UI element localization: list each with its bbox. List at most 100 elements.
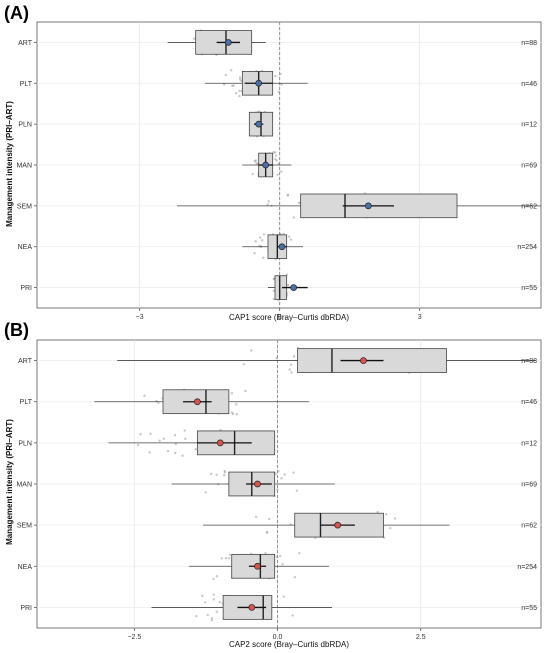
- panel-b-x-tick-label: 0.0: [273, 634, 283, 641]
- panel-b-sample-point: [222, 474, 226, 477]
- panel-a-sample-point: [267, 200, 270, 203]
- panel-b-sample-point: [204, 601, 207, 604]
- panel-a-sample-point: [253, 251, 256, 255]
- panel-b-box-plt: [94, 388, 310, 416]
- panel-b-sample-point: [212, 593, 215, 596]
- panel-b-sample-point: [195, 615, 198, 618]
- panel-a-category-label: MAN: [16, 163, 32, 170]
- panel-b-sample-point: [293, 575, 297, 579]
- panel-b-sample-point: [389, 527, 392, 530]
- panel-a-x-tick-label: −3: [136, 314, 144, 321]
- panel-a-sample-point: [254, 240, 257, 243]
- panel-b-sample-point: [148, 451, 151, 454]
- panel-a-box-sem: [177, 192, 541, 219]
- panel-b-label: (B): [4, 320, 29, 340]
- panel-a-sample-point: [238, 89, 241, 93]
- panel-b-mean-point: [334, 521, 342, 529]
- panel-b-sample-point: [291, 614, 294, 617]
- panel-b-sample-point: [204, 491, 207, 494]
- panel-b-category-label: PLN: [18, 440, 32, 447]
- panel-b-sample-point: [215, 575, 218, 578]
- panel-a-sample-point: [266, 203, 269, 206]
- panel-b-sample-point: [218, 600, 221, 604]
- panel-a-sample-point: [274, 154, 278, 157]
- panel-b-sample-point: [235, 413, 238, 416]
- panel-a-mean-point: [364, 202, 372, 210]
- panel-b-box-sem: [203, 510, 450, 540]
- panel-b-mean-point: [254, 562, 261, 570]
- panel-b-sample-point: [283, 473, 286, 476]
- panel-b-sample-point: [210, 616, 214, 620]
- panel-b-sample-point: [292, 471, 295, 474]
- panel-b-sample-point: [230, 392, 234, 395]
- panel-a-box-plt: [205, 69, 308, 98]
- panel-b-n-label: n=88: [521, 358, 537, 365]
- panel-b-mean-point: [360, 357, 367, 364]
- panel-b-box-nea: [188, 551, 330, 581]
- panel-b: (B) Management intensity (PRI–ART) CAP2 …: [4, 320, 542, 649]
- panel-b-n-label: n=12: [521, 440, 537, 447]
- panel-a-sample-point: [261, 239, 264, 242]
- panel-b-sample-point: [228, 557, 231, 560]
- panel-a-sample-point: [230, 69, 233, 72]
- panel-a-sample-point: [285, 273, 289, 276]
- panel-a-x-tick-label: 3: [418, 314, 422, 321]
- panel-b-sample-point: [393, 517, 397, 520]
- panel-a-sample-point: [258, 236, 262, 239]
- panel-b-n-label: n=254: [517, 564, 537, 571]
- panel-b-sample-point: [280, 477, 283, 480]
- panel-b-sample-point: [228, 553, 232, 557]
- panel-a-sample-point: [272, 289, 275, 292]
- panel-b-box-pln: [108, 428, 276, 457]
- panel-b-x-tick-label: −2.5: [127, 634, 141, 641]
- panel-b-sample-point: [220, 557, 223, 560]
- panel-a-sample-point: [289, 238, 293, 241]
- panel-b-sample-point: [201, 594, 204, 598]
- panel-a-n-label: n=88: [521, 40, 537, 47]
- panel-a-n-label: n=12: [521, 122, 537, 129]
- panel-b-n-label: n=46: [521, 399, 537, 406]
- panel-a-category-label: NEA: [18, 244, 33, 251]
- panel-a-label: (A): [4, 3, 29, 23]
- panel-b-sample-point: [281, 563, 284, 566]
- panel-b-mean-point: [248, 604, 256, 611]
- panel-b-sample-point: [276, 488, 279, 491]
- panel-b-sample-point: [212, 577, 215, 581]
- panel-b-sample-point: [264, 551, 267, 555]
- panel-a-category-label: PRI: [20, 285, 32, 292]
- panel-a-mean-point: [262, 161, 270, 169]
- panel-b-sample-point: [215, 473, 218, 476]
- panel-a-x-tick-label: 0: [278, 314, 282, 321]
- panel-a-box-man: [242, 151, 292, 178]
- panel-b-box-pri: [151, 593, 332, 622]
- panel-a-mean-point: [255, 120, 263, 128]
- panel-b-sample-point: [244, 389, 247, 393]
- panel-b-sample-point: [292, 355, 296, 358]
- panel-a-box-art: [167, 29, 266, 56]
- panel-b-sample-point: [173, 433, 177, 437]
- panel-a-box-nea: [242, 232, 303, 261]
- panel-b-sample-point: [210, 619, 213, 622]
- panel-b-sample-point: [231, 412, 235, 416]
- panel-b-mean-point: [254, 480, 261, 488]
- panel-b-x-tick-label: 2.5: [416, 634, 426, 641]
- panel-b-sample-point: [183, 429, 186, 432]
- panel-b-mean-point: [194, 398, 201, 406]
- panel-a-sample-point: [255, 162, 258, 165]
- panel-a-sample-point: [279, 72, 282, 76]
- panel-a-y-axis-title: Management intensity (PRI–ART): [5, 101, 14, 227]
- panel-a-sample-point: [277, 90, 280, 94]
- panel-b-sample-point: [215, 610, 219, 613]
- panel-b-sample-point: [275, 357, 278, 360]
- panel-b-sample-point: [385, 513, 388, 516]
- panel-b-sample-point: [139, 433, 142, 436]
- panel-b-sample-point: [158, 439, 161, 442]
- panel-b-sample-point: [265, 531, 269, 534]
- panel-b-sample-point: [149, 432, 152, 435]
- panel-b-sample-point: [194, 447, 197, 451]
- panel-b-n-label: n=69: [521, 482, 537, 489]
- panel-b-n-label: n=62: [521, 523, 537, 530]
- panel-b-category-label: ART: [18, 358, 33, 365]
- panel-a-category-label: PLT: [20, 81, 33, 88]
- panel-b-sample-point: [376, 510, 379, 514]
